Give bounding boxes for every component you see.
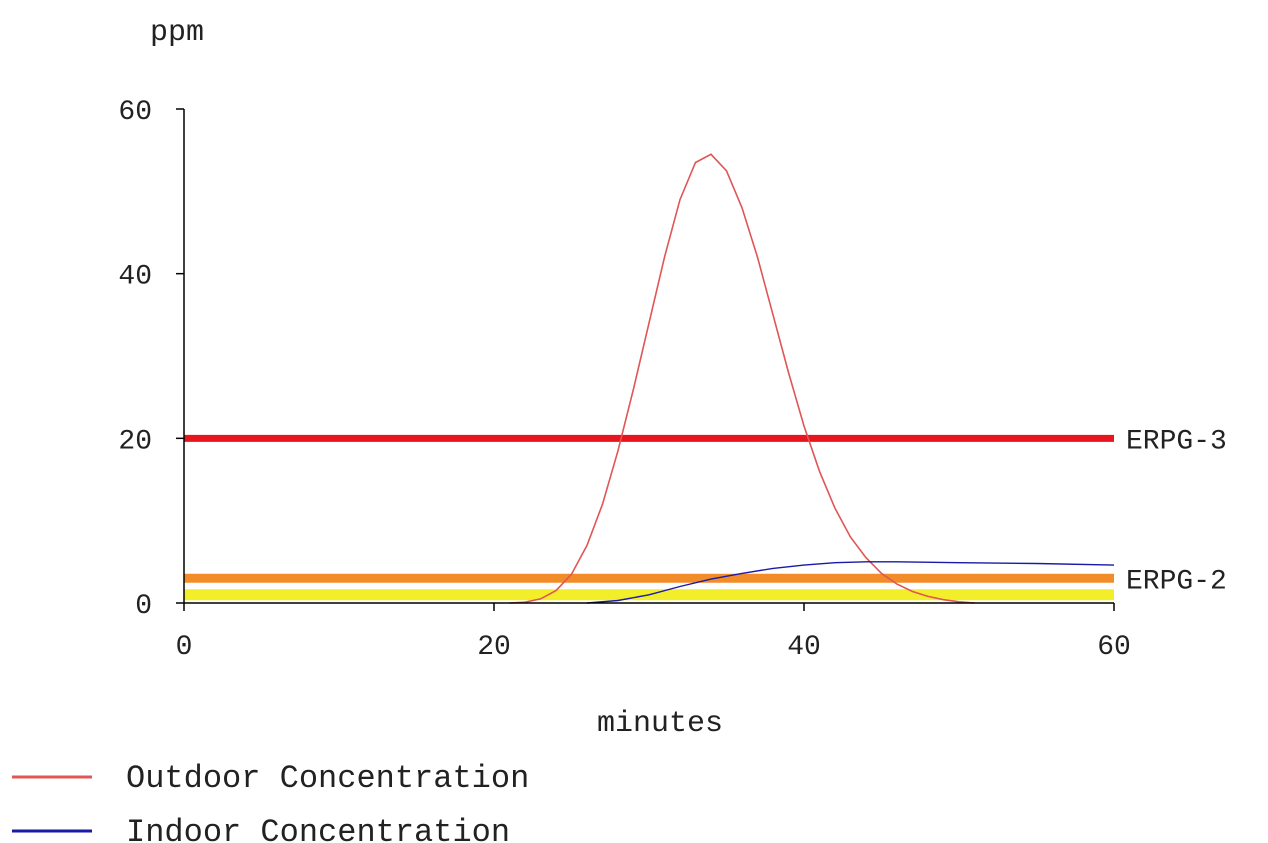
- x-axis-label: minutes: [597, 707, 723, 741]
- series-line: [586, 561, 1115, 604]
- y-tick-label: 0: [135, 591, 152, 622]
- y-axis-label: ppm: [150, 16, 204, 50]
- series-lines: [509, 153, 1115, 604]
- reference-lines: ERPG-3 ERPG-2: [184, 426, 1227, 601]
- reference-line-label: ERPG-3: [1126, 426, 1227, 457]
- y-tick-label: 20: [118, 426, 152, 457]
- axes: 0 20 40 60 0 20 40 60: [118, 97, 1130, 663]
- legend: Outdoor Concentration Indoor Concentratio…: [12, 760, 529, 843]
- x-tick-label: 60: [1097, 632, 1131, 663]
- y-tick-label: 40: [118, 262, 152, 293]
- x-tick-label: 20: [477, 632, 511, 663]
- legend-label: Indoor Concentration: [126, 814, 510, 843]
- legend-label: Outdoor Concentration: [126, 760, 529, 797]
- x-tick-label: 0: [176, 632, 193, 663]
- y-tick-label: 60: [118, 97, 152, 128]
- x-tick-label: 40: [787, 632, 821, 663]
- series-line: [509, 153, 975, 604]
- reference-line-label: ERPG-2: [1126, 566, 1227, 597]
